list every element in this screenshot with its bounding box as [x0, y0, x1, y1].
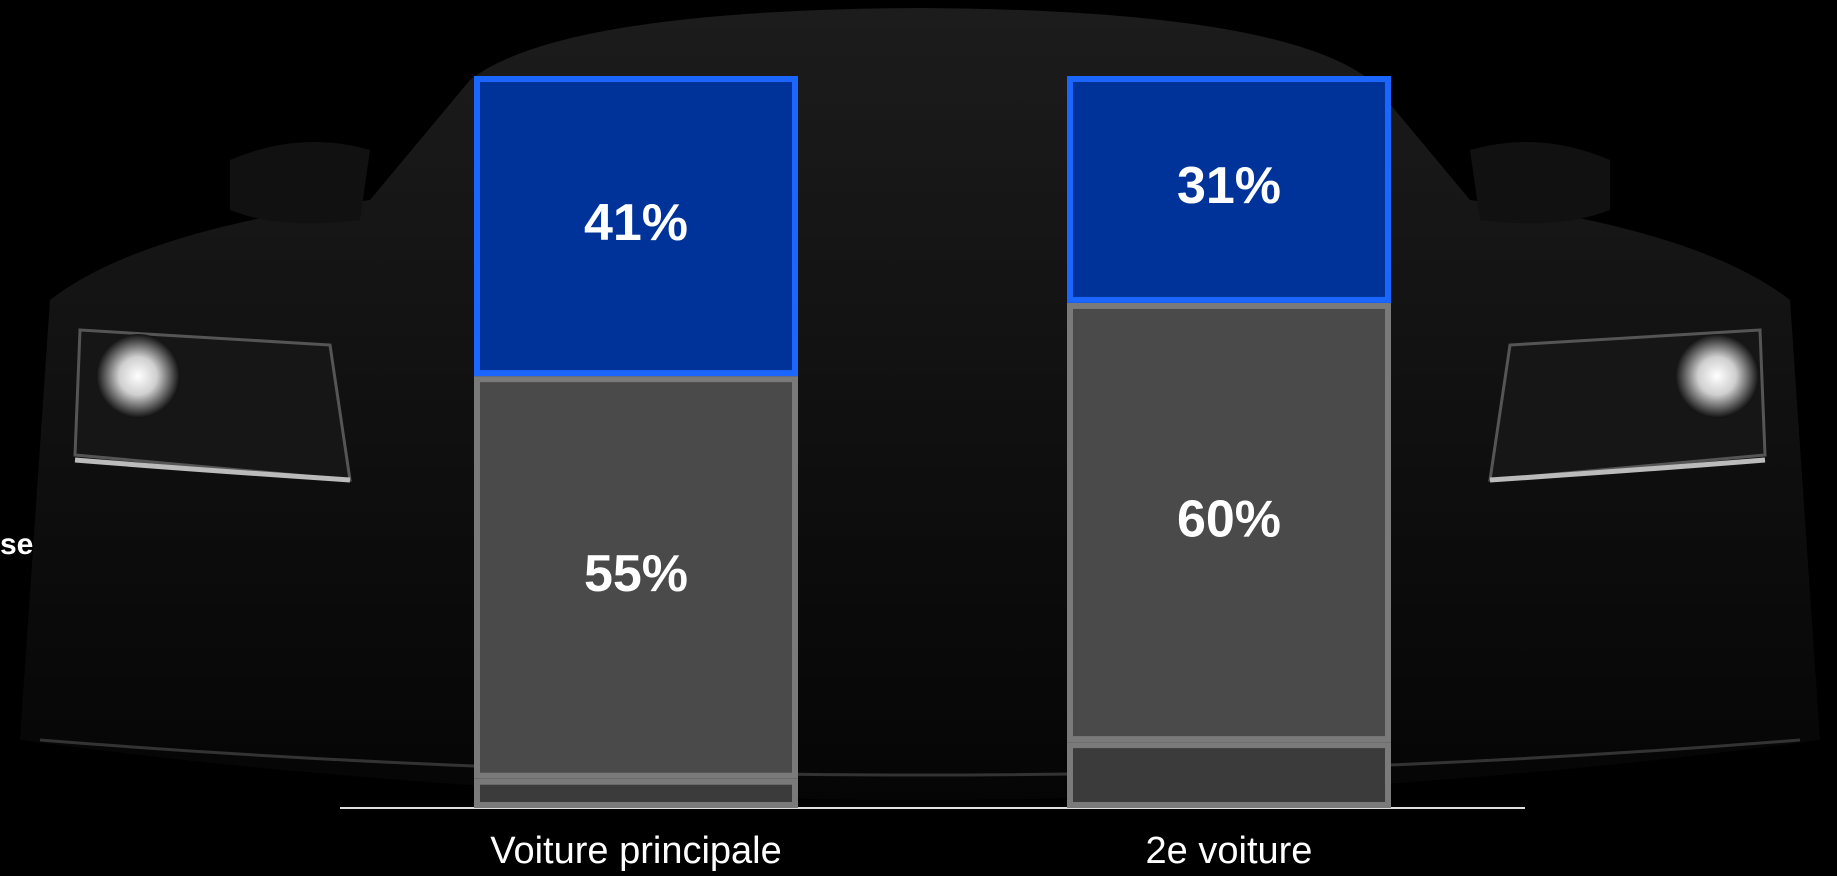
bar-segment — [474, 376, 798, 779]
value-label: 55% — [584, 545, 688, 603]
bar-segment — [1067, 742, 1391, 808]
value-label: 60% — [1177, 490, 1281, 548]
x-tick-label: Voiture principale — [490, 830, 782, 872]
x-tick-label: 2e voiture — [1146, 830, 1313, 872]
bar-segment — [1067, 76, 1391, 303]
value-label: 41% — [584, 194, 688, 252]
annotation: se — [0, 528, 33, 561]
bar-segment — [1067, 302, 1391, 743]
value-label: 31% — [1177, 157, 1281, 215]
bar-segment — [474, 76, 798, 377]
bar-segment — [474, 778, 798, 808]
